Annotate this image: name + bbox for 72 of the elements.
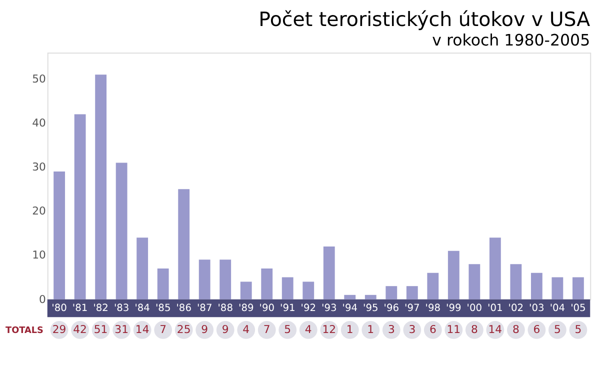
bar: [552, 277, 564, 300]
data-label: 6: [533, 322, 540, 336]
data-label: 29: [52, 322, 66, 336]
bar: [240, 282, 252, 300]
data-label: 4: [242, 322, 250, 336]
data-label: 3: [388, 322, 395, 336]
bar: [116, 162, 128, 300]
bar: [386, 286, 398, 300]
data-label: 42: [73, 322, 87, 336]
data-label: 9: [201, 322, 208, 336]
data-label: 25: [176, 322, 191, 336]
data-label: 14: [488, 322, 502, 336]
bar: [220, 260, 232, 300]
bar: [157, 268, 169, 300]
data-label: 3: [408, 322, 416, 336]
bar: [468, 264, 480, 300]
data-label: 7: [160, 322, 167, 336]
data-label: 12: [322, 322, 336, 336]
bar: [364, 294, 376, 300]
bar: [95, 74, 107, 300]
data-label: 7: [263, 322, 270, 336]
bar: [530, 272, 542, 300]
bar: [74, 114, 86, 300]
data-label: 6: [429, 322, 436, 336]
x-tick-label: '95: [363, 303, 378, 314]
bar: [323, 246, 335, 300]
bar: [136, 238, 148, 300]
y-tick-label: 50: [32, 72, 46, 86]
y-tick-label: 20: [32, 204, 46, 218]
bar: [198, 260, 210, 300]
bar: [178, 189, 190, 300]
bar: [572, 277, 584, 300]
data-label: 5: [554, 322, 561, 336]
bar: [406, 286, 418, 300]
bar: [282, 277, 294, 300]
x-tick-label: '88: [218, 303, 233, 314]
bar: [448, 250, 460, 300]
bar: [510, 264, 522, 300]
x-tick-label: '80: [52, 303, 67, 314]
y-tick-label: 10: [32, 248, 46, 262]
y-tick-label: 30: [32, 160, 46, 174]
data-label: 5: [574, 322, 582, 336]
data-label: 8: [512, 322, 520, 336]
data-label: 11: [446, 322, 461, 336]
x-tick-label: '04: [550, 303, 566, 314]
bar: [427, 272, 439, 300]
data-label: 4: [304, 322, 312, 336]
chart-subtitle: v rokoch 1980-2005: [432, 30, 590, 50]
data-label: 1: [367, 322, 374, 336]
bar: [302, 282, 314, 300]
y-tick-label: 0: [38, 292, 46, 306]
data-label: 14: [135, 322, 150, 336]
bar: [344, 294, 356, 300]
bar: [489, 238, 501, 300]
data-label: 9: [222, 322, 229, 336]
data-label: 5: [284, 322, 292, 336]
chart-title: Počet teroristických útokov v USA: [258, 8, 591, 31]
data-label: 51: [94, 322, 108, 336]
bar: [54, 172, 66, 300]
data-label: 8: [470, 322, 478, 336]
x-tick-label: '84: [134, 303, 150, 314]
x-tick-label: '00: [466, 303, 482, 314]
y-tick-label: 40: [32, 116, 46, 130]
x-tick-label: '90: [259, 303, 274, 314]
data-label: 31: [114, 322, 128, 336]
x-tick-label: '05: [570, 303, 586, 314]
text: TOTALS: [6, 326, 44, 336]
x-tick-label: '87: [196, 303, 212, 314]
bar: [261, 268, 273, 300]
x-tick-label: '03: [529, 303, 544, 314]
data-label: 1: [346, 322, 354, 336]
x-tick-label: '85: [155, 303, 171, 314]
